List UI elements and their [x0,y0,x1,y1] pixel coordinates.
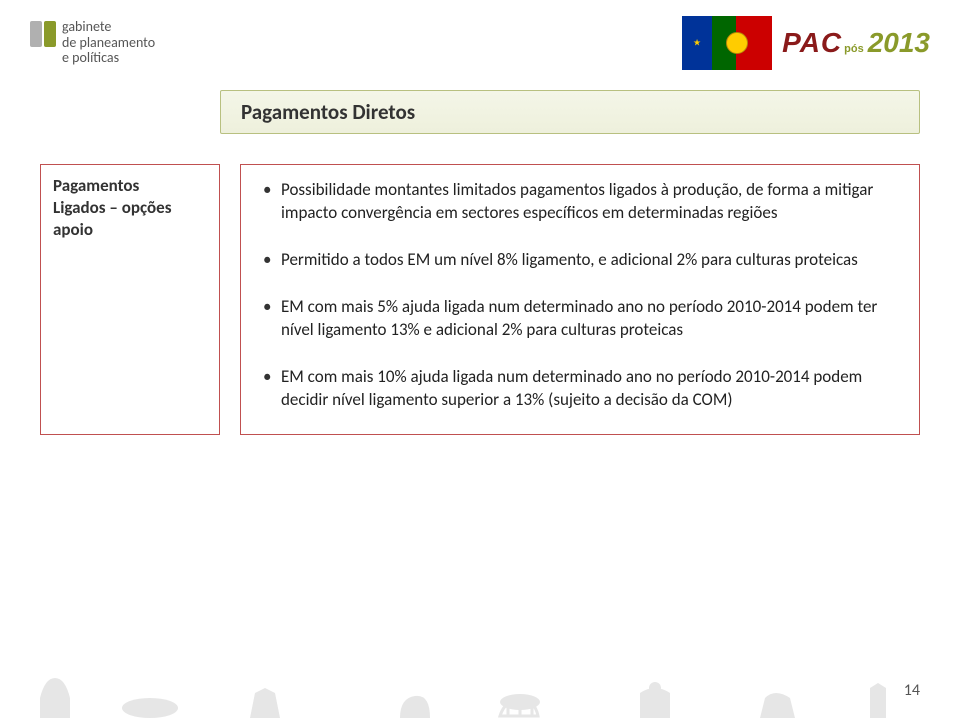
bullet-list: Possibilidade montantes limitados pagame… [263,179,897,412]
pac-year: 2013 [868,27,930,59]
main-box: Possibilidade montantes limitados pagame… [240,164,920,435]
flags-icon [682,16,772,70]
pac-text: PAC [782,27,842,59]
sidebar-line2: Ligados – opções [53,197,207,219]
flag-pt-icon [712,16,772,70]
logo-gabinete: gabinete de planeamento e políticas [30,19,155,65]
flag-eu-icon [682,16,712,70]
pac-logo: PAC pós 2013 [782,27,930,59]
logo-text: gabinete de planeamento e políticas [62,19,155,65]
sidebar-box: Pagamentos Ligados – opções apoio [40,164,220,435]
logo-line3: e políticas [62,50,155,65]
page-number: 14 [904,681,920,700]
bullet-item: Permitido a todos EM um nível 8% ligamen… [263,249,897,272]
bullet-item: EM com mais 10% ajuda ligada num determi… [263,366,897,412]
slide-title: Pagamentos Diretos [220,90,920,134]
footer-silhouette-icon [0,658,960,718]
sidebar-line3: apoio [53,219,207,241]
content-area: Pagamentos Ligados – opções apoio Possib… [0,154,960,435]
logo-line2: de planeamento [62,35,155,50]
bullet-item: EM com mais 5% ajuda ligada num determin… [263,296,897,342]
logo-right-block: PAC pós 2013 [682,16,930,70]
logo-mark-icon [30,21,56,47]
sidebar-line1: Pagamentos [53,175,207,197]
pac-pos: pós [844,43,864,55]
logo-line1: gabinete [62,19,155,34]
slide-header: gabinete de planeamento e políticas PAC … [0,0,960,80]
bullet-item: Possibilidade montantes limitados pagame… [263,179,897,225]
